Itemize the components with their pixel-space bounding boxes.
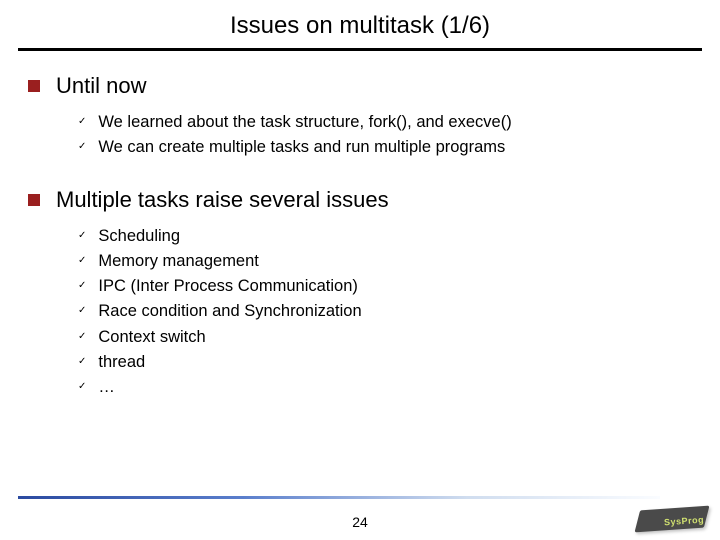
item-text: IPC (Inter Process Communication) xyxy=(98,275,358,298)
content-area: Until now ✓ We learned about the task st… xyxy=(0,51,720,399)
check-icon: ✓ xyxy=(78,279,86,293)
check-icon: ✓ xyxy=(78,229,86,243)
list-item: ✓ thread xyxy=(78,351,692,374)
check-icon: ✓ xyxy=(78,380,86,394)
section-header: Until now xyxy=(28,73,692,99)
check-icon: ✓ xyxy=(78,355,86,369)
check-icon: ✓ xyxy=(78,330,86,344)
square-bullet-icon xyxy=(28,194,40,206)
list-item: ✓ Memory management xyxy=(78,250,692,273)
check-icon: ✓ xyxy=(78,140,86,154)
item-text: thread xyxy=(98,351,145,374)
page-number: 24 xyxy=(0,514,720,530)
list-item: ✓ Scheduling xyxy=(78,225,692,248)
item-text: Race condition and Synchronization xyxy=(98,300,361,323)
square-bullet-icon xyxy=(28,80,40,92)
sub-list: ✓ Scheduling ✓ Memory management ✓ IPC (… xyxy=(28,225,692,399)
item-text: Context switch xyxy=(98,326,205,349)
logo: SysProg xyxy=(626,494,716,538)
item-text: We can create multiple tasks and run mul… xyxy=(98,136,505,159)
item-text: We learned about the task structure, for… xyxy=(98,111,511,134)
sub-list: ✓ We learned about the task structure, f… xyxy=(28,111,692,159)
section-header: Multiple tasks raise several issues xyxy=(28,187,692,213)
item-text: … xyxy=(98,376,115,399)
list-item: ✓ Context switch xyxy=(78,326,692,349)
check-icon: ✓ xyxy=(78,304,86,318)
section-until-now: Until now ✓ We learned about the task st… xyxy=(28,73,692,159)
footer: 24 SysProg xyxy=(0,496,720,540)
list-item: ✓ Race condition and Synchronization xyxy=(78,300,692,323)
section-heading: Multiple tasks raise several issues xyxy=(56,187,389,213)
check-icon: ✓ xyxy=(78,254,86,268)
item-text: Memory management xyxy=(98,250,258,273)
list-item: ✓ IPC (Inter Process Communication) xyxy=(78,275,692,298)
list-item: ✓ We learned about the task structure, f… xyxy=(78,111,692,134)
check-icon: ✓ xyxy=(78,115,86,129)
section-multiple-tasks: Multiple tasks raise several issues ✓ Sc… xyxy=(28,187,692,399)
footer-gradient-line xyxy=(18,496,660,499)
list-item: ✓ … xyxy=(78,376,692,399)
section-heading: Until now xyxy=(56,73,146,99)
slide-title: Issues on multitask (1/6) xyxy=(0,0,720,48)
list-item: ✓ We can create multiple tasks and run m… xyxy=(78,136,692,159)
item-text: Scheduling xyxy=(98,225,180,248)
